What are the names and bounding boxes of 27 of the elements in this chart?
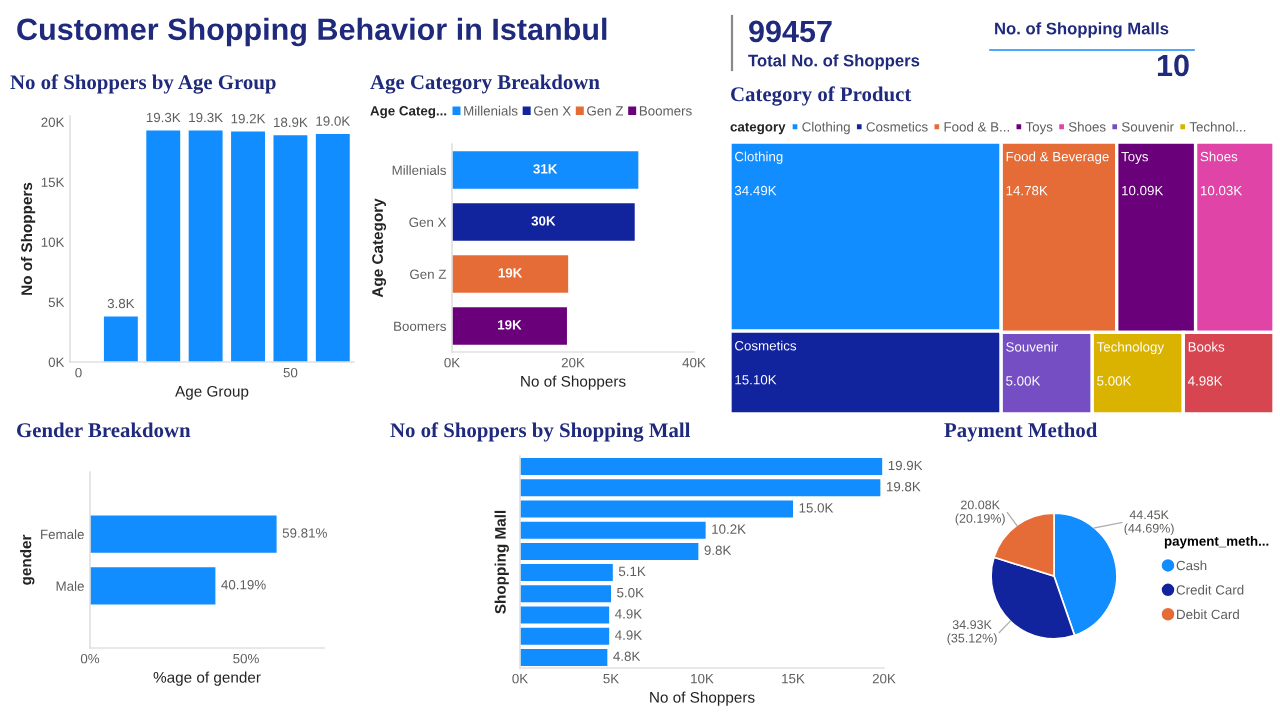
bar [520,542,699,560]
bar [520,564,613,582]
text: Total No. of Shoppers [748,54,920,70]
text: 10 [1157,54,1189,77]
text: No. of Shopping Malls [995,22,1169,38]
bar [520,500,793,518]
chart-title: Age Category Breakdown [370,74,600,94]
bar [520,606,610,624]
text: Category of Product [731,86,912,106]
bar [520,521,706,539]
chart-title: Gender Breakdown [17,422,191,438]
bar [520,458,883,476]
text: 99457 [749,20,832,43]
chart-title: Payment Method [944,422,1098,442]
bar [520,627,610,645]
bar [188,130,223,362]
bar [146,130,181,362]
bar [520,479,881,497]
text: Customer Shopping Behavior in Istanbul [17,17,607,47]
chart-title: No of Shoppers by Shopping Mall [390,422,691,442]
bar [315,134,350,362]
bar [520,585,611,603]
bar [273,135,308,362]
bar [231,131,265,362]
chart-title: No of Shoppers by Age Group [10,74,276,94]
bar [520,648,608,666]
bar [103,316,138,362]
